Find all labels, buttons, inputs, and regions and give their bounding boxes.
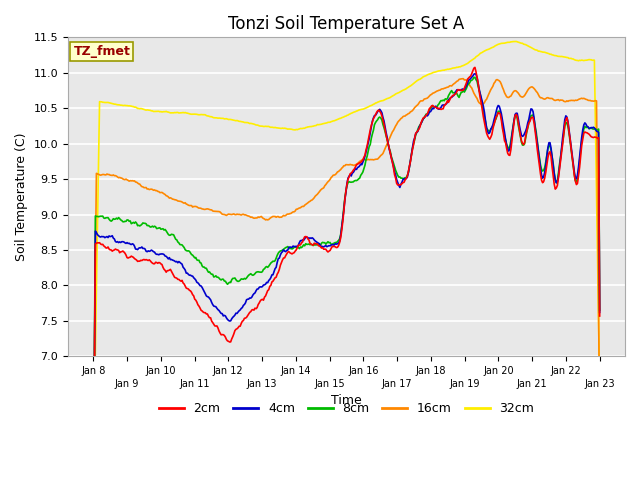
Title: Tonzi Soil Temperature Set A: Tonzi Soil Temperature Set A (228, 15, 465, 33)
X-axis label: Time: Time (331, 395, 362, 408)
Text: TZ_fmet: TZ_fmet (74, 45, 131, 58)
Legend: 2cm, 4cm, 8cm, 16cm, 32cm: 2cm, 4cm, 8cm, 16cm, 32cm (154, 397, 540, 420)
Y-axis label: Soil Temperature (C): Soil Temperature (C) (15, 132, 28, 261)
